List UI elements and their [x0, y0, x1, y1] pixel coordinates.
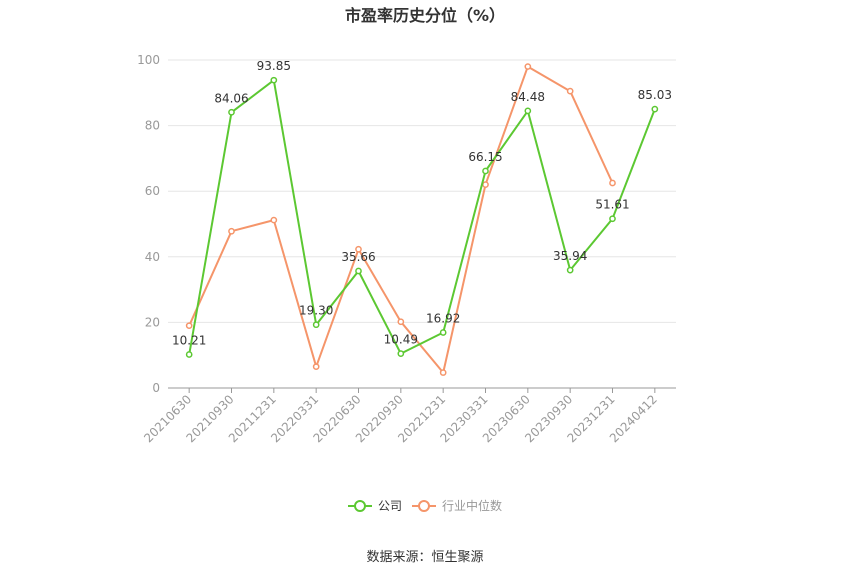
series-1-point	[397, 318, 405, 326]
series-1-point	[439, 369, 447, 376]
y-tick-label: 60	[145, 184, 160, 198]
data-label: 16.92	[426, 312, 460, 326]
grid-lines	[168, 59, 676, 323]
series-0-point	[312, 321, 320, 329]
series-0-point	[524, 107, 532, 115]
series-1-point	[270, 216, 278, 224]
series-1-point	[312, 363, 320, 371]
data-label: 19.30	[299, 304, 333, 318]
series-1-point	[524, 63, 532, 70]
series-0-point	[228, 108, 235, 116]
legend-label-0: 公司	[378, 499, 402, 513]
data-label: 85.03	[638, 88, 672, 102]
data-label: 93.85	[257, 59, 291, 73]
series-0-point	[439, 329, 447, 336]
data-label: 66.15	[468, 150, 502, 164]
series-1-point	[482, 181, 489, 188]
series-0-point	[609, 215, 616, 223]
series-1-point	[609, 179, 616, 187]
data-label: 84.06	[214, 91, 248, 105]
data-label: 84.48	[511, 90, 545, 104]
series-1-point	[228, 227, 235, 235]
y-tick-label: 80	[145, 119, 160, 133]
series-0-point	[566, 266, 574, 274]
y-tick-label: 40	[145, 250, 160, 264]
series-0-point	[651, 105, 659, 113]
series-0-point	[270, 76, 278, 84]
legend-marker-0	[354, 500, 366, 512]
series-1-point	[566, 87, 574, 95]
data-label: 10.49	[384, 333, 418, 347]
legend: 公司 行业中位数	[348, 498, 502, 513]
series-0-point	[397, 350, 405, 357]
legend-marker-1	[418, 500, 430, 512]
series-lines	[185, 63, 659, 376]
y-tick-label: 0	[152, 381, 160, 395]
y-tick-label: 20	[145, 315, 160, 329]
legend-label-1: 行业中位数	[442, 498, 502, 513]
series-line-0	[188, 79, 656, 355]
series-0-point	[482, 167, 489, 175]
chart-title: 市盈率历史分位（%）	[344, 6, 506, 25]
y-tick-label: 100	[137, 53, 160, 67]
data-labels: 10.21 84.06 93.85 19.30 35.66 10.49 16.92 66.15…	[172, 59, 672, 347]
data-label: 51.61	[595, 198, 629, 212]
series-1-point	[355, 245, 362, 253]
data-label: 35.94	[553, 249, 587, 263]
series-0-point	[355, 267, 362, 275]
source-note: 数据来源：恒生聚源	[366, 550, 484, 565]
series-line-1	[188, 65, 614, 374]
series-0-point	[185, 351, 193, 358]
series-1-point	[185, 322, 193, 330]
data-label: 35.66	[341, 250, 375, 264]
axes: 0204060801002021063020210930202112312022…	[137, 53, 676, 445]
data-label: 10.21	[172, 334, 206, 348]
